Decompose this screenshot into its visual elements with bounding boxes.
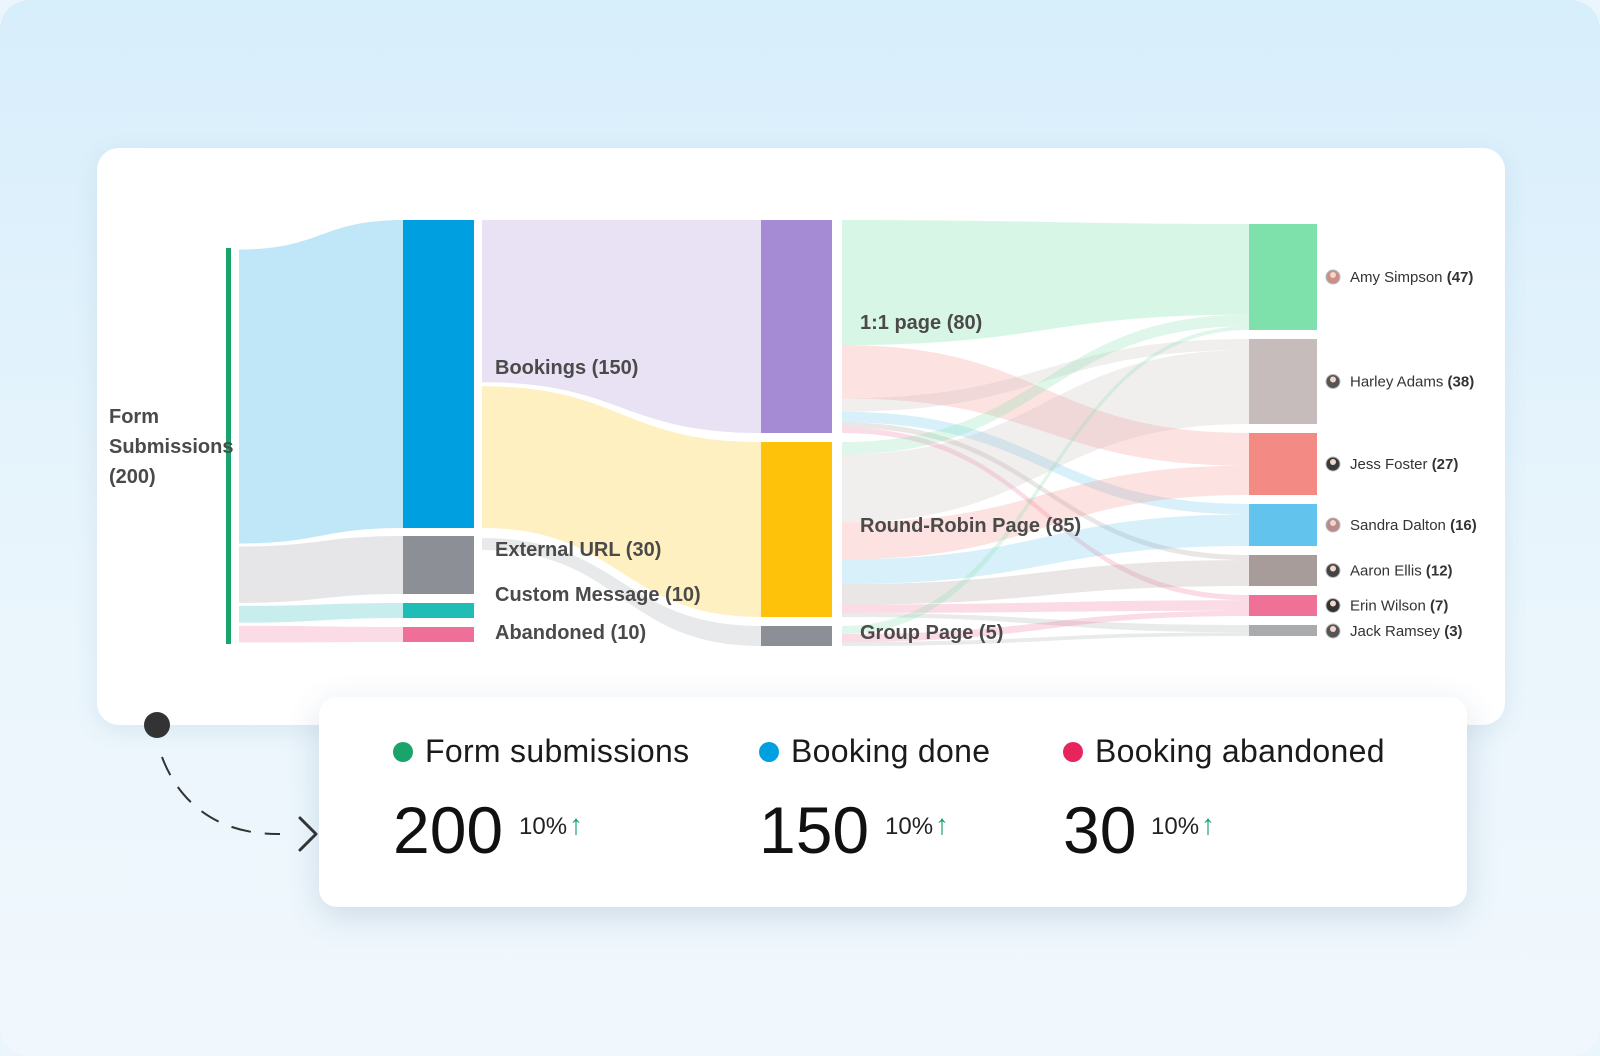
- stat-value: 200: [393, 793, 504, 867]
- connector-dot: [144, 712, 170, 738]
- person-count: (3): [1444, 623, 1462, 640]
- person-count: (47): [1447, 269, 1474, 286]
- link-one-to-harley: [842, 339, 1249, 412]
- link-form-to-custom: [239, 603, 403, 623]
- node-one: [761, 220, 832, 433]
- person-count: (12): [1426, 563, 1453, 580]
- person-name: Jack Ramsey: [1350, 623, 1444, 640]
- link-one-to-sandra: [842, 411, 1249, 515]
- stat-dot-icon: [1063, 741, 1083, 762]
- label-aaron: Aaron Ellis (12): [1350, 563, 1453, 580]
- node-form-submissions: [226, 248, 231, 644]
- link-external-to-group: [482, 538, 761, 646]
- label-jess: Jess Foster (27): [1350, 456, 1458, 473]
- stat-dot-icon: [759, 741, 779, 762]
- link-one-to-erin: [842, 427, 1249, 601]
- link-one-to-amy: [842, 220, 1249, 346]
- stat-label: Booking done: [791, 733, 991, 769]
- link-group-to-amy: [842, 326, 1249, 634]
- sankey-chart-card: Form Submissions (200) Bookings (150) Extern…: [97, 148, 1505, 725]
- person-count: (38): [1448, 374, 1475, 391]
- stats-card: Form submissions 200 10%↑ Booking done 1…: [319, 697, 1467, 907]
- link-form-to-abandoned: [239, 625, 403, 643]
- avatar-face-icon: [1330, 600, 1336, 607]
- connector-dashed-path: [161, 756, 281, 836]
- link-one-to-jess: [842, 345, 1249, 466]
- node-erin: [1249, 595, 1317, 616]
- node-jack: [1249, 625, 1317, 636]
- link-bookings-to-one: [482, 220, 761, 433]
- link-rr-to-sandra: [842, 514, 1249, 585]
- label-one: 1:1 page (80): [860, 312, 982, 334]
- up-arrow-icon: ↑: [569, 809, 584, 840]
- person-count: (7): [1430, 598, 1448, 615]
- stat-value: 30: [1063, 793, 1137, 867]
- node-external: [403, 536, 474, 594]
- link-rr-to-jess: [842, 465, 1249, 560]
- link-group-to-jack: [842, 632, 1249, 646]
- node-jess: [1249, 433, 1317, 495]
- node-amy: [1249, 224, 1317, 330]
- avatar-face-icon: [1330, 376, 1336, 383]
- label-amy: Amy Simpson (47): [1350, 269, 1473, 286]
- person-name: Sandra Dalton: [1350, 517, 1450, 534]
- label-external: External URL (30): [495, 539, 661, 561]
- up-arrow-icon: ↑: [1201, 809, 1216, 840]
- link-form-to-bookings: [239, 220, 403, 544]
- person-name: Jess Foster: [1350, 456, 1432, 473]
- person-name: Harley Adams: [1350, 374, 1448, 391]
- label-form-submissions-line: (200): [109, 466, 156, 488]
- label-jack: Jack Ramsey (3): [1350, 623, 1463, 640]
- stat-change: 10%↑: [885, 809, 950, 840]
- label-custom: Custom Message (10): [495, 584, 701, 606]
- node-rr: [761, 442, 832, 617]
- label-rr: Round-Robin Page (85): [860, 515, 1081, 537]
- link-one-to-aaron: [842, 422, 1249, 561]
- stat-label: Booking abandoned: [1095, 733, 1385, 769]
- person-name: Erin Wilson: [1350, 598, 1430, 615]
- up-arrow-icon: ↑: [935, 809, 950, 840]
- node-aaron: [1249, 555, 1317, 586]
- avatar-face-icon: [1330, 272, 1336, 278]
- sankey-chart: Form Submissions (200) Bookings (150) Extern…: [109, 220, 1477, 646]
- connector-arrowhead-icon: [298, 816, 318, 852]
- node-custom: [403, 603, 474, 618]
- person-name: Amy Simpson: [1350, 269, 1447, 286]
- link-rr-to-amy: [842, 314, 1249, 455]
- label-bookings: Bookings (150): [495, 357, 638, 379]
- avatar-face-icon: [1330, 565, 1336, 572]
- person-name: Aaron Ellis: [1350, 563, 1426, 580]
- stat-change: 10%↑: [519, 809, 584, 840]
- avatar-face-icon: [1330, 626, 1336, 632]
- stat-dot-icon: [393, 741, 413, 762]
- label-harley: Harley Adams (38): [1350, 374, 1474, 391]
- person-count: (27): [1432, 456, 1459, 473]
- link-group-to-erin: [842, 610, 1249, 642]
- label-erin: Erin Wilson (7): [1350, 598, 1448, 615]
- node-abandoned: [403, 627, 474, 642]
- stat-label: Form submissions: [425, 733, 690, 769]
- person-count: (16): [1450, 517, 1477, 534]
- label-sandra: Sandra Dalton (16): [1350, 517, 1477, 534]
- link-rr-to-erin: [842, 600, 1249, 613]
- stat-change: 10%↑: [1151, 809, 1216, 840]
- label-form-submissions-line: Form: [109, 406, 159, 428]
- link-rr-to-jack: [842, 612, 1249, 633]
- node-group: [761, 626, 832, 646]
- node-sandra: [1249, 504, 1317, 546]
- avatar-face-icon: [1330, 520, 1336, 526]
- link-rr-to-harley: [842, 350, 1249, 523]
- label-form-submissions-line: Submissions: [109, 436, 233, 458]
- avatar-face-icon: [1330, 459, 1336, 465]
- link-bookings-to-rr: [482, 386, 761, 617]
- label-group: Group Page (5): [860, 622, 1003, 644]
- node-bookings: [403, 220, 474, 528]
- link-rr-to-aaron: [842, 560, 1249, 605]
- stat-value: 150: [759, 793, 870, 867]
- link-form-to-external: [239, 536, 403, 603]
- node-harley: [1249, 339, 1317, 424]
- label-abandoned: Abandoned (10): [495, 622, 646, 644]
